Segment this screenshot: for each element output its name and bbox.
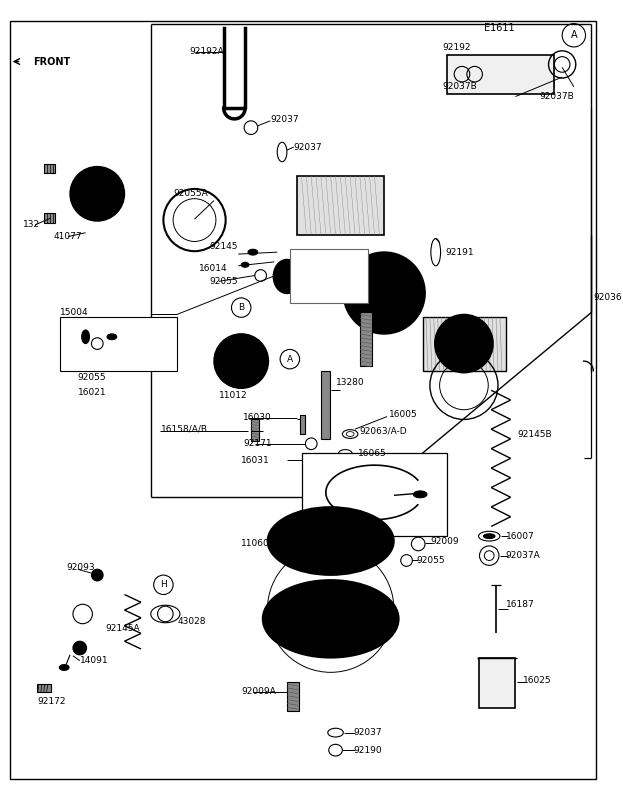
- Ellipse shape: [59, 665, 69, 670]
- Text: 92037: 92037: [353, 728, 382, 737]
- Text: 92037: 92037: [270, 115, 299, 124]
- Text: 16021: 16021: [78, 388, 107, 397]
- Bar: [302, 454, 447, 536]
- Text: 92037B: 92037B: [442, 82, 477, 91]
- Polygon shape: [54, 162, 151, 225]
- Text: B: B: [238, 303, 244, 312]
- Circle shape: [343, 252, 425, 334]
- Bar: [290, 250, 368, 302]
- Bar: [60, 318, 177, 371]
- Text: 92055: 92055: [78, 373, 107, 382]
- Text: E1611: E1611: [484, 23, 515, 34]
- Text: 92037A: 92037A: [506, 551, 541, 560]
- Circle shape: [92, 570, 103, 581]
- Circle shape: [70, 166, 125, 221]
- Text: 92055A: 92055A: [173, 190, 208, 198]
- Ellipse shape: [483, 534, 495, 538]
- Bar: [44, 214, 55, 223]
- Bar: [321, 371, 330, 439]
- Text: 43028: 43028: [178, 618, 206, 626]
- Bar: [423, 318, 506, 371]
- Text: 16005: 16005: [389, 410, 418, 419]
- Text: 92145A: 92145A: [105, 624, 140, 633]
- Text: 92036: 92036: [593, 294, 622, 302]
- Text: 14091: 14091: [80, 656, 108, 665]
- Text: 41077: 41077: [54, 232, 82, 241]
- Ellipse shape: [248, 250, 258, 255]
- Text: A: A: [287, 354, 293, 364]
- Circle shape: [73, 642, 87, 655]
- Text: 92145B: 92145B: [518, 430, 552, 438]
- Text: 92009A: 92009A: [241, 687, 276, 696]
- Text: 92009: 92009: [430, 537, 459, 546]
- Text: 16187: 16187: [506, 600, 535, 609]
- Text: 92191: 92191: [445, 248, 474, 257]
- Ellipse shape: [263, 580, 399, 658]
- Text: 132: 132: [23, 221, 40, 230]
- FancyBboxPatch shape: [274, 232, 416, 315]
- Bar: [360, 313, 371, 366]
- Ellipse shape: [82, 330, 90, 343]
- Text: 92063/A-D: 92063/A-D: [360, 426, 407, 436]
- Text: 11060: 11060: [241, 539, 270, 549]
- Text: 92037B: 92037B: [540, 92, 574, 101]
- Bar: [447, 54, 554, 94]
- Bar: [300, 414, 305, 434]
- Text: 92055: 92055: [416, 556, 445, 565]
- Text: H: H: [160, 580, 167, 590]
- Bar: [251, 419, 259, 441]
- Bar: [478, 658, 515, 708]
- Bar: [287, 682, 298, 711]
- Text: A: A: [571, 30, 577, 40]
- Ellipse shape: [273, 259, 300, 294]
- Ellipse shape: [107, 334, 117, 340]
- Ellipse shape: [267, 507, 394, 575]
- Text: 92145: 92145: [209, 242, 237, 251]
- Bar: [297, 176, 384, 234]
- Text: 13280: 13280: [336, 378, 364, 387]
- Text: 16065: 16065: [358, 449, 387, 458]
- Text: 92093: 92093: [66, 562, 95, 572]
- Bar: [44, 164, 55, 174]
- Text: 92192A: 92192A: [189, 47, 224, 56]
- Ellipse shape: [414, 491, 427, 498]
- Text: 92171: 92171: [243, 439, 272, 448]
- Text: 92037: 92037: [293, 142, 322, 152]
- Bar: [37, 684, 50, 692]
- Text: 92192: 92192: [442, 43, 471, 53]
- Polygon shape: [59, 594, 117, 638]
- Text: 16025: 16025: [523, 676, 552, 685]
- Text: 92190: 92190: [353, 746, 382, 754]
- Text: 92055: 92055: [209, 277, 238, 286]
- Text: 16014: 16014: [199, 264, 228, 273]
- Text: 11012: 11012: [219, 390, 247, 400]
- Text: FRONT: FRONT: [33, 57, 70, 66]
- Circle shape: [214, 334, 269, 388]
- Text: 15004: 15004: [60, 308, 89, 317]
- Polygon shape: [21, 42, 97, 84]
- Circle shape: [435, 314, 493, 373]
- Text: 16007: 16007: [506, 532, 535, 541]
- Text: 92172: 92172: [37, 697, 65, 706]
- Ellipse shape: [241, 262, 249, 267]
- Text: 16158/A/B: 16158/A/B: [161, 425, 207, 434]
- Text: 16017: 16017: [374, 318, 403, 326]
- Text: 16030: 16030: [243, 413, 272, 422]
- Text: 16031: 16031: [241, 456, 270, 465]
- Text: partsRepublik: partsRepublik: [233, 377, 370, 482]
